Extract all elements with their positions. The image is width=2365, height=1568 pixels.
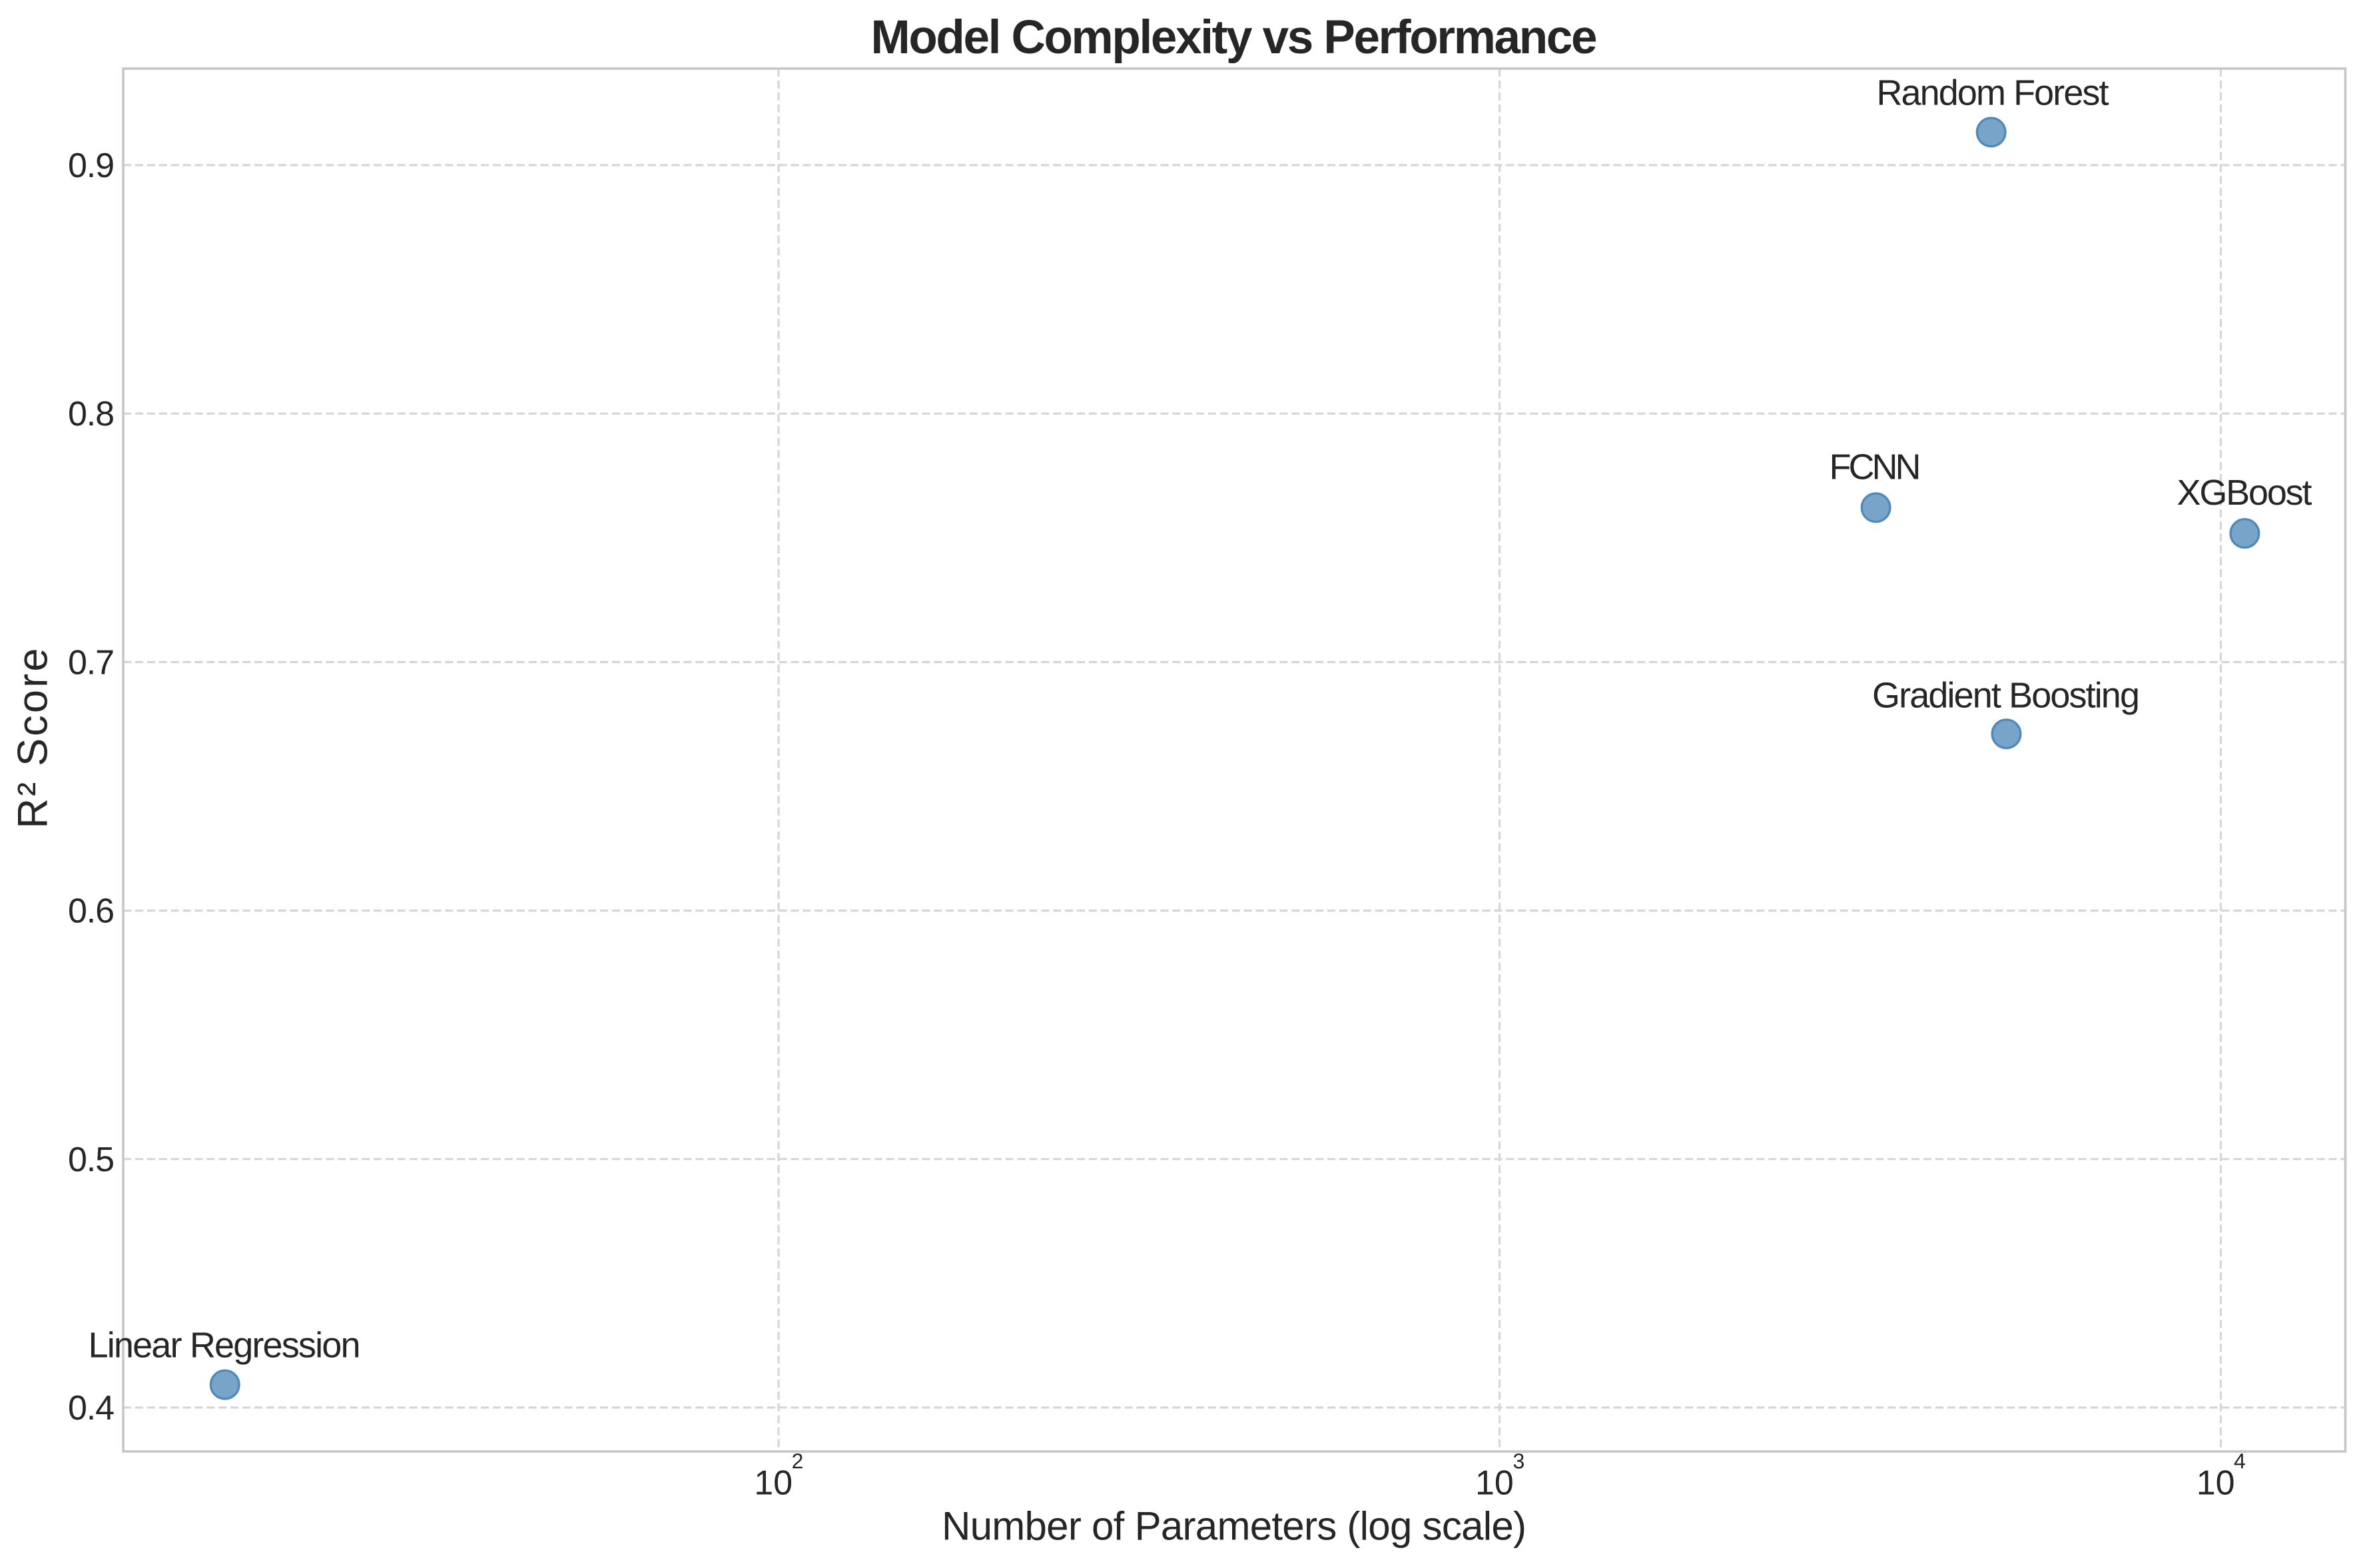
svg-text:0.5: 0.5 [68,1141,115,1179]
svg-text:10: 10 [754,1464,793,1503]
svg-text:Model Complexity vs Performanc: Model Complexity vs Performance [871,11,1598,64]
svg-text:FCNN: FCNN [1830,447,1921,487]
svg-text:Linear Regression: Linear Regression [89,1325,361,1365]
svg-text:0.6: 0.6 [68,892,115,931]
svg-text:0.9: 0.9 [68,146,115,185]
svg-text:Gradient Boosting: Gradient Boosting [1872,676,2140,716]
svg-text:10: 10 [1475,1464,1514,1503]
svg-text:Number of Parameters (log scal: Number of Parameters (log scale) [942,1504,1526,1549]
svg-text:Random Forest: Random Forest [1877,73,2109,113]
svg-text:R² Score: R² Score [10,649,57,829]
svg-text:0.7: 0.7 [68,643,115,682]
svg-text:0.4: 0.4 [68,1389,115,1428]
svg-text:10: 10 [2196,1464,2235,1503]
svg-text:0.8: 0.8 [68,395,115,433]
svg-text:XGBoost: XGBoost [2177,473,2312,513]
